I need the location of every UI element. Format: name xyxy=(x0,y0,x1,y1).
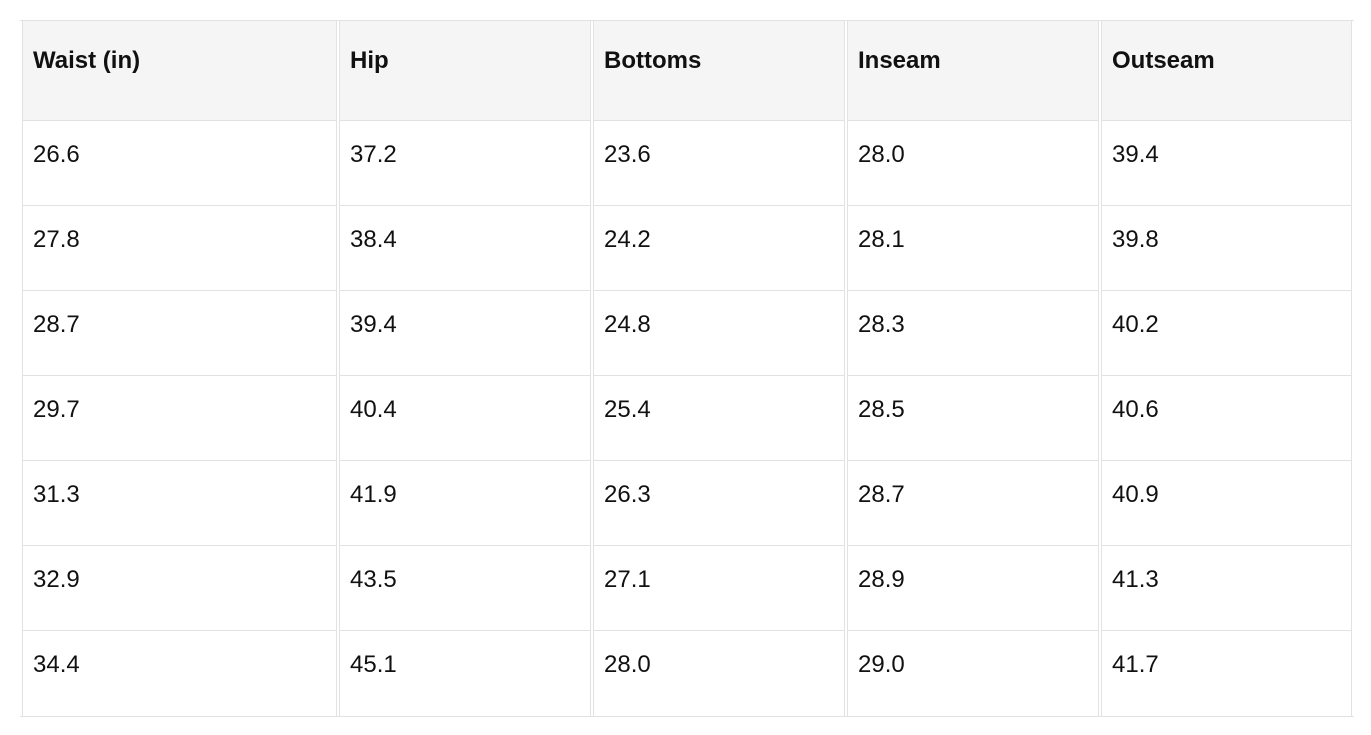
cell-hip: 43.5 xyxy=(339,546,591,631)
cell-waist: 29.7 xyxy=(22,376,337,461)
table-header-row: Waist (in) Hip Bottoms Inseam Outseam xyxy=(22,21,1352,121)
cell-outseam: 40.9 xyxy=(1101,461,1352,546)
cell-bottoms: 27.1 xyxy=(593,546,845,631)
cell-outseam: 40.6 xyxy=(1101,376,1352,461)
cell-inseam: 28.3 xyxy=(847,291,1099,376)
cell-inseam: 28.5 xyxy=(847,376,1099,461)
cell-waist: 32.9 xyxy=(22,546,337,631)
cell-outseam: 41.3 xyxy=(1101,546,1352,631)
table-row: 26.6 37.2 23.6 28.0 39.4 xyxy=(22,121,1352,206)
table-row: 31.3 41.9 26.3 28.7 40.9 xyxy=(22,461,1352,546)
cell-waist: 34.4 xyxy=(22,631,337,716)
cell-outseam: 39.4 xyxy=(1101,121,1352,206)
cell-bottoms: 24.8 xyxy=(593,291,845,376)
cell-waist: 27.8 xyxy=(22,206,337,291)
cell-bottoms: 24.2 xyxy=(593,206,845,291)
table-row: 29.7 40.4 25.4 28.5 40.6 xyxy=(22,376,1352,461)
cell-hip: 45.1 xyxy=(339,631,591,716)
cell-waist: 26.6 xyxy=(22,121,337,206)
cell-hip: 37.2 xyxy=(339,121,591,206)
cell-inseam: 28.1 xyxy=(847,206,1099,291)
cell-bottoms: 26.3 xyxy=(593,461,845,546)
cell-inseam: 29.0 xyxy=(847,631,1099,716)
size-chart-table: Waist (in) Hip Bottoms Inseam Outseam 26… xyxy=(20,20,1354,717)
cell-bottoms: 23.6 xyxy=(593,121,845,206)
cell-hip: 38.4 xyxy=(339,206,591,291)
table-row: 32.9 43.5 27.1 28.9 41.3 xyxy=(22,546,1352,631)
cell-bottoms: 25.4 xyxy=(593,376,845,461)
column-header-inseam: Inseam xyxy=(847,21,1099,121)
cell-outseam: 39.8 xyxy=(1101,206,1352,291)
table-row: 28.7 39.4 24.8 28.3 40.2 xyxy=(22,291,1352,376)
cell-hip: 39.4 xyxy=(339,291,591,376)
cell-bottoms: 28.0 xyxy=(593,631,845,716)
column-header-outseam: Outseam xyxy=(1101,21,1352,121)
cell-inseam: 28.7 xyxy=(847,461,1099,546)
cell-inseam: 28.9 xyxy=(847,546,1099,631)
cell-waist: 31.3 xyxy=(22,461,337,546)
column-header-waist: Waist (in) xyxy=(22,21,337,121)
table-row: 34.4 45.1 28.0 29.0 41.7 xyxy=(22,631,1352,716)
cell-hip: 41.9 xyxy=(339,461,591,546)
column-header-bottoms: Bottoms xyxy=(593,21,845,121)
cell-outseam: 40.2 xyxy=(1101,291,1352,376)
cell-waist: 28.7 xyxy=(22,291,337,376)
cell-outseam: 41.7 xyxy=(1101,631,1352,716)
table-row: 27.8 38.4 24.2 28.1 39.8 xyxy=(22,206,1352,291)
cell-hip: 40.4 xyxy=(339,376,591,461)
column-header-hip: Hip xyxy=(339,21,591,121)
cell-inseam: 28.0 xyxy=(847,121,1099,206)
